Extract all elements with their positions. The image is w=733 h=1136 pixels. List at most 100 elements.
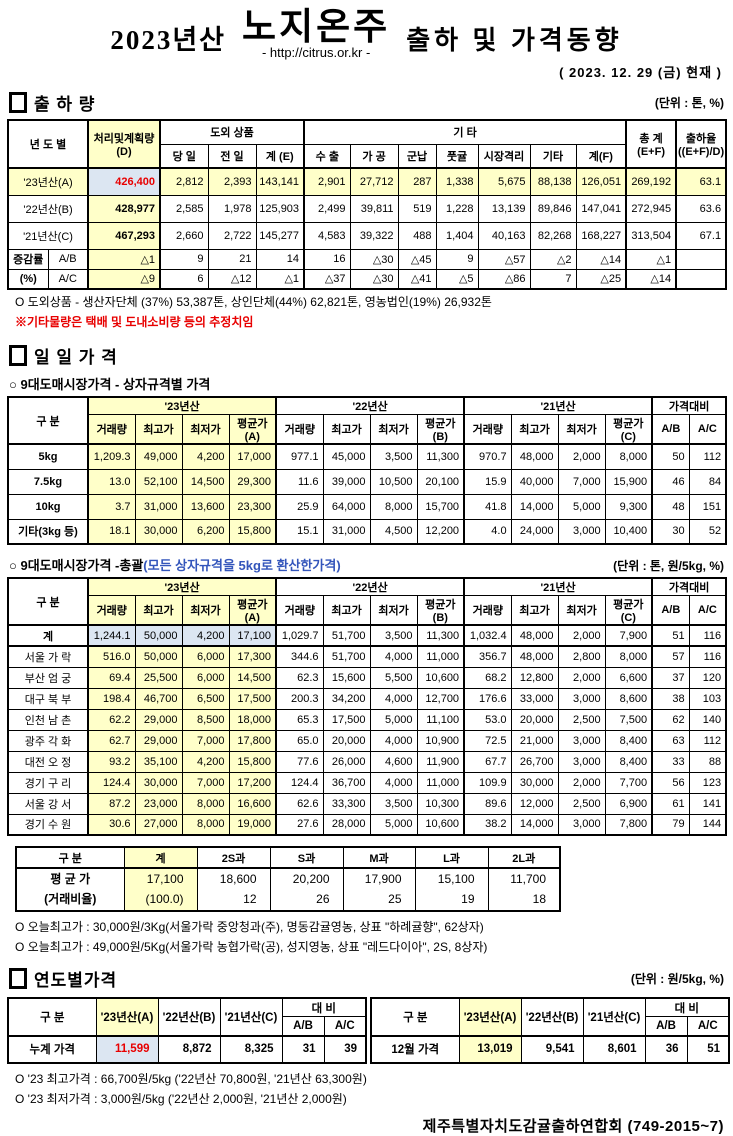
cell: 33	[651, 750, 690, 773]
cell: 17,100 (100.0)	[123, 867, 198, 912]
cell: 대전 오 정	[7, 750, 89, 773]
cell: 45,000	[322, 443, 371, 470]
yearly-december-table-head: 구 분 '23년산(A) '22년산(B) '21년산(C) 대 비 A/B A/C	[370, 997, 730, 1037]
cell: 488	[397, 221, 437, 250]
daily-overall-heading-row: ○ 9대도매시장가격 -총괄 (모든 상자규격을 5kg로 환산한가격) (단위…	[9, 555, 724, 574]
cell: 41.8	[463, 493, 512, 520]
cell: 29,000	[134, 729, 183, 752]
cell: 17,300	[228, 645, 278, 668]
cell: 62	[651, 708, 690, 731]
cell: 16,600	[228, 792, 278, 815]
cell: 19,000	[228, 813, 278, 836]
cell: 5,000	[369, 813, 418, 836]
cell: 970.7	[463, 443, 512, 470]
cell: A/B	[651, 414, 690, 445]
section-title-yearly: 연도별가격	[34, 970, 118, 990]
cell: 40,000	[510, 468, 559, 495]
cell: 26,000	[322, 750, 371, 773]
cell: 2,500	[557, 708, 606, 731]
cell: 13,600	[181, 493, 230, 520]
shipment-table-body: '23년산(A) 426,400 2,812 2,393 143,141 2,901 27,…	[7, 167, 727, 290]
cell: 기타(3kg 등)	[7, 518, 89, 545]
cell: 313,504	[625, 221, 678, 250]
cell: 48,000	[510, 443, 559, 470]
table-row: '21년산(C) 467,293 2,660 2,722 145,277 4,583 39,…	[7, 221, 727, 250]
cell: 계	[123, 846, 198, 869]
cell: 6,000	[181, 666, 230, 689]
section-box-icon	[9, 345, 27, 366]
cell: 14	[255, 248, 306, 270]
grade-table: 구 분 계 2S과 S과 M과 L과 2L과 평 균 가 (거래비율) 17,100 (100…	[15, 846, 561, 912]
cell: '23년산(A)	[95, 997, 159, 1037]
cell: 123	[688, 771, 727, 794]
cell: 2,393	[207, 167, 257, 196]
cell: '22년산	[275, 577, 466, 596]
cell: 최고가	[134, 414, 183, 445]
cell: 2,000	[557, 771, 606, 794]
cell: 51	[651, 624, 690, 647]
daily-top-price-note-1: O 오늘최고가 : 30,000원/3Kg(서울가락 중앙청과(주), 명동감귤…	[15, 919, 484, 934]
cell: 24,000	[510, 518, 559, 545]
cell: △45	[397, 248, 437, 270]
cell: 최저가	[369, 595, 418, 626]
cell: △41	[397, 268, 437, 290]
cell: 5kg	[7, 443, 89, 470]
cell: 37	[651, 666, 690, 689]
cell: 89.6	[463, 792, 512, 815]
cell	[675, 248, 727, 270]
cell: 2,901	[303, 167, 351, 196]
cell: 17,900 25	[342, 867, 416, 912]
daily-box-table-body: 5kg 1,209.3 49,000 4,200 17,000 977.1 45,000 3,…	[7, 443, 727, 545]
title-year: 2023년산	[110, 25, 227, 55]
shipment-note-red: ※기타물량은 택배 및 도내소비량 등의 추정치임	[15, 315, 254, 329]
cell: 2,500	[557, 792, 606, 815]
cell: 경기 구 리	[7, 771, 89, 794]
cell: 8,000	[181, 813, 230, 836]
cell: A/C	[323, 1016, 367, 1037]
cell: 57	[651, 645, 690, 668]
cell: 2,000	[557, 443, 606, 470]
cell: 67.7	[463, 750, 512, 773]
cell: 3.7	[87, 493, 136, 520]
cell: 거래량	[275, 595, 324, 626]
cell: 14,000	[510, 813, 559, 836]
cell: 65.3	[275, 708, 324, 731]
cell: 103	[688, 687, 727, 710]
cell: 112	[688, 443, 727, 470]
cell: 20,000	[510, 708, 559, 731]
cell: 38.2	[463, 813, 512, 836]
table-row: 부산 엄 궁 69.4 25,500 6,000 14,500 62.3 15,600 5,5…	[7, 666, 727, 689]
cell: 52	[688, 518, 727, 545]
cell: 7	[529, 268, 577, 290]
cell: 29,300	[228, 468, 278, 495]
cell: 140	[688, 708, 727, 731]
cell: 1,978	[207, 194, 257, 223]
cell: 8,000	[369, 493, 418, 520]
cell: 기타	[529, 143, 577, 169]
cell: 4,000	[369, 645, 418, 668]
cell: 년 도 별	[7, 119, 90, 169]
cell: 14,500	[181, 468, 230, 495]
cell: 272,945	[625, 194, 678, 223]
cell: 21	[207, 248, 257, 270]
cell: 3,500	[369, 624, 418, 647]
cell: 6,500	[181, 687, 230, 710]
cell: 17,000	[228, 443, 278, 470]
cell: 1,228	[435, 194, 479, 223]
table-row: 인천 남 촌 62.2 29,000 8,500 18,000 65.3 17,500 5,0…	[7, 708, 727, 731]
cell: A/B	[281, 1016, 325, 1037]
cell: 344.6	[275, 645, 324, 668]
cell: 64,000	[322, 493, 371, 520]
cell: 147,041	[575, 194, 628, 223]
cell: 28,000	[322, 813, 371, 836]
cell: 51,700	[322, 624, 371, 647]
daily-overall-unit-label: (단위 : 톤, 원/5kg, %)	[613, 559, 724, 573]
cell: 467,293	[87, 221, 162, 250]
cell: 최고가	[510, 595, 559, 626]
cell: A/C	[686, 1016, 730, 1037]
cell: 3,000	[557, 687, 606, 710]
cell: △30	[349, 248, 399, 270]
cell: 18,000	[228, 708, 278, 731]
table-row: 구 분 '23년산(A) '22년산(B) '21년산(C) 대 비	[370, 997, 730, 1037]
cell: 15,900	[604, 468, 654, 495]
